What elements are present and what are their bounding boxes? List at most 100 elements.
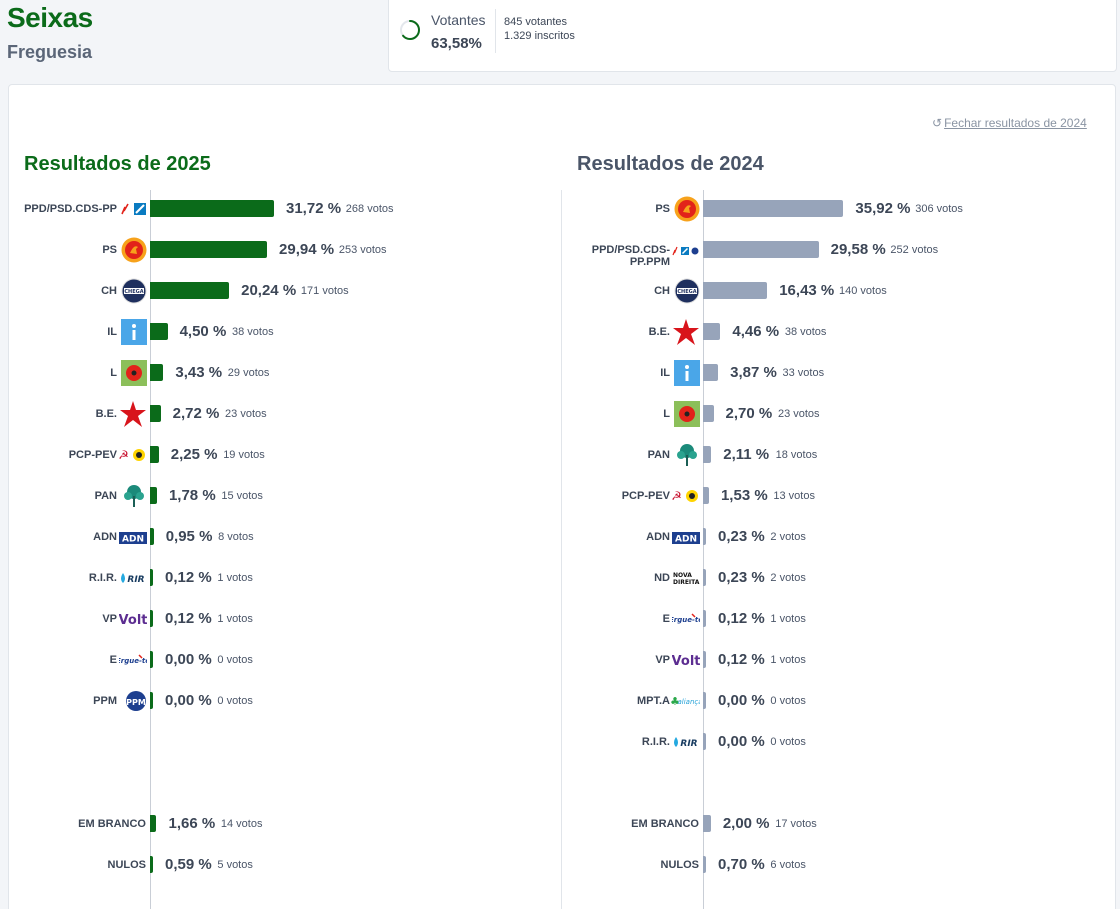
- axis-2025: [150, 190, 151, 909]
- result-votes: 14 votos: [220, 818, 263, 830]
- party-name: E: [109, 654, 117, 666]
- chega-logo-icon: CHEGA: [674, 278, 700, 309]
- result-votes: 171 votos: [300, 285, 349, 297]
- svg-text:☭: ☭: [671, 489, 682, 503]
- party-row: PPD/PSD.CDS-PP 31,72 % 268 votos: [0, 189, 1120, 229]
- party-name-line: PPD/PSD.CDS-: [591, 244, 670, 256]
- party-row: CH CHEGA 20,24 % 171 votos: [0, 271, 1120, 311]
- party-row: PPM PPM 0,00 % 0 votos: [0, 681, 1120, 721]
- party-row: CH CHEGA 16,43 % 140 votos: [0, 271, 1120, 311]
- result-bar: [703, 282, 768, 299]
- party-name: PS: [102, 244, 117, 256]
- result-votes: 23 votos: [777, 408, 820, 420]
- blank-votes-row: EM BRANCO 2,00 % 17 votos: [0, 804, 1120, 844]
- result-votes: 19 votos: [223, 449, 265, 461]
- svg-text:aliança: aliança: [677, 698, 700, 706]
- party-name-line: PP.PPM: [629, 256, 670, 268]
- result-votes: 0 votos: [770, 695, 806, 707]
- result-percent: 2,70 %: [725, 405, 773, 422]
- livre-logo-icon: [121, 360, 147, 391]
- result-percent: 2,72 %: [172, 405, 220, 422]
- result-bar: [150, 364, 164, 381]
- close-2024-results-link[interactable]: ↺ Fechar resultados de 2024: [932, 116, 1087, 130]
- result-bar: [703, 528, 706, 545]
- party-row: L 2,70 % 23 votos: [0, 394, 1120, 434]
- null-votes-row: NULOS 0,59 % 5 votos: [0, 845, 1120, 885]
- result-bar: [150, 528, 154, 545]
- party-name: ADN: [646, 531, 670, 543]
- party-row: R.I.R. RIR 0,12 % 1 votos: [0, 558, 1120, 598]
- result-votes: 8 votos: [218, 531, 254, 543]
- party-name: CH: [101, 285, 117, 297]
- result-percent: 29,58 %: [830, 241, 886, 258]
- party-name: CH: [654, 285, 670, 297]
- blank-votes-row: EM BRANCO 1,66 % 14 votos: [0, 804, 1120, 844]
- result-votes: 0 votos: [217, 654, 253, 666]
- result-percent: 2,00 %: [722, 815, 770, 832]
- result-bar: [150, 610, 153, 627]
- svg-text:DIREITA: DIREITA: [673, 579, 700, 585]
- party-name: PAN: [647, 449, 670, 461]
- result-bar: [150, 651, 153, 668]
- results-panel: [8, 84, 1116, 909]
- result-percent: 2,11 %: [723, 446, 770, 463]
- svg-text:Volt: Volt: [119, 613, 147, 626]
- result-votes: 38 votos: [231, 326, 274, 338]
- party-name: NULOS: [107, 859, 147, 871]
- result-percent: 0,95 %: [165, 528, 213, 545]
- party-name: L: [663, 408, 670, 420]
- result-bar: [150, 323, 168, 340]
- result-bar: [703, 856, 706, 873]
- result-bar: [150, 405, 161, 422]
- svg-text:CHEGA: CHEGA: [677, 289, 696, 295]
- result-percent: 0,12 %: [718, 610, 765, 627]
- result-percent: 0,00 %: [718, 733, 765, 750]
- result-votes: 18 votos: [775, 449, 818, 461]
- turnout-divider: [495, 9, 496, 53]
- party-name: PPD/PSD.CDS-PP: [24, 203, 117, 215]
- svg-text:ADN: ADN: [122, 535, 144, 545]
- party-row: ADN ADN 0,23 % 2 votos: [0, 517, 1120, 557]
- registered-count: 1.329 inscritos: [504, 30, 575, 42]
- party-name: IL: [660, 367, 670, 379]
- page-title: Seixas: [7, 2, 93, 33]
- result-percent: 0,23 %: [718, 528, 765, 545]
- svg-text:CHEGA: CHEGA: [124, 289, 143, 295]
- party-row: B.E. 4,46 % 38 votos: [0, 312, 1120, 352]
- ppm-logo-icon: PPM: [125, 690, 147, 717]
- psd-cds-logo-icon: [119, 202, 147, 221]
- result-bar: [150, 241, 268, 258]
- results-2024-title: Resultados de 2024: [577, 153, 764, 175]
- result-percent: 0,00 %: [165, 692, 212, 709]
- result-votes: 23 votos: [225, 408, 267, 420]
- result-votes: 2 votos: [770, 572, 806, 584]
- pcp-pev-logo-icon: ☭: [670, 488, 700, 509]
- result-votes: 1 votos: [217, 572, 253, 584]
- turnout-card: Votantes 63,58% 845 votantes 1.329 inscr…: [388, 0, 1117, 72]
- party-row: IL 3,87 % 33 votos: [0, 353, 1120, 393]
- result-percent: 0,70 %: [718, 856, 765, 873]
- svg-text:PPM: PPM: [126, 698, 146, 707]
- party-row: EErgue-te 0,12 % 1 votos: [0, 599, 1120, 639]
- result-bar: [703, 487, 709, 504]
- pan-tree-logo-icon: [121, 483, 147, 514]
- result-bar: [150, 446, 159, 463]
- party-row: VP Volt 0,12 % 1 votos: [0, 599, 1120, 639]
- close-link-label: Fechar resultados de 2024: [944, 116, 1087, 130]
- party-row: PS 35,92 % 306 votos: [0, 189, 1120, 229]
- party-row: ADN ADN 0,95 % 8 votos: [0, 517, 1120, 557]
- svg-text:RIR: RIR: [680, 739, 697, 749]
- result-bar: [703, 405, 714, 422]
- turnout-percent: 63,58%: [431, 35, 482, 52]
- result-votes: 306 votos: [915, 203, 963, 215]
- party-name: B.E.: [95, 408, 117, 420]
- result-percent: 1,66 %: [168, 815, 216, 832]
- svg-text:☭: ☭: [118, 448, 129, 462]
- party-name: B.E.: [648, 326, 670, 338]
- party-row: PCP-PEV ☭ 2,25 % 19 votos: [0, 435, 1120, 475]
- svg-text:NOVA: NOVA: [673, 572, 692, 579]
- party-name: PAN: [94, 490, 117, 502]
- result-votes: 1 votos: [770, 654, 806, 666]
- party-row: VP Volt 0,12 % 1 votos: [0, 640, 1120, 680]
